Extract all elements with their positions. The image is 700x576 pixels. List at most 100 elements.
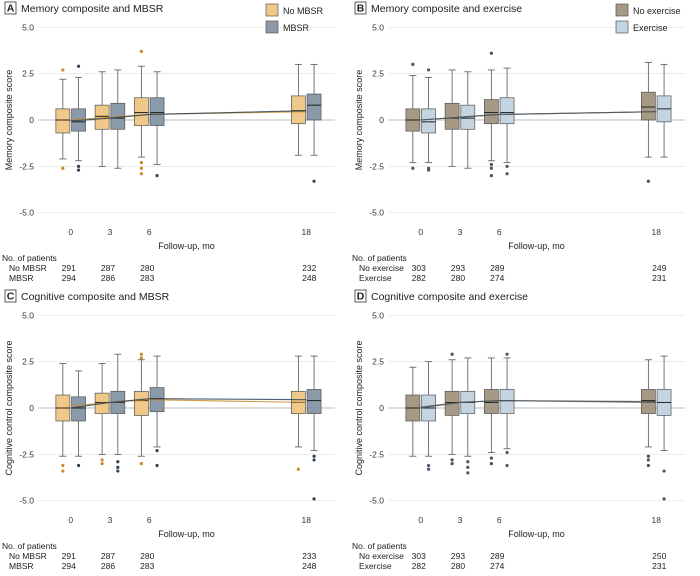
legend-label: MBSR — [283, 23, 310, 33]
outlier-point — [139, 172, 143, 176]
legend-label: No MBSR — [283, 6, 324, 16]
panel-letter: C — [7, 291, 15, 303]
x-tick-label: 3 — [458, 515, 463, 525]
outlier-point — [646, 458, 650, 462]
patients-count: 293 — [451, 551, 465, 561]
patients-count: 280 — [140, 263, 154, 273]
y-axis-label: Cognitive control composite score — [354, 340, 364, 475]
patients-header: No. of patients — [2, 253, 57, 263]
outlier-point — [139, 161, 143, 165]
outlier-point — [139, 49, 143, 53]
outlier-point — [61, 166, 65, 170]
panel-letter-badge — [354, 1, 367, 15]
patients-count: 283 — [140, 273, 154, 283]
outlier-point — [296, 467, 300, 471]
outlier-point — [76, 64, 81, 68]
x-tick-label: 6 — [147, 227, 152, 237]
box-plot — [460, 71, 476, 169]
y-tick-label: -2.5 — [369, 161, 384, 171]
box-plot — [94, 71, 110, 167]
outlier-point — [662, 469, 666, 473]
patients-count: 249 — [652, 263, 666, 273]
y-axis-label: Memory composite score — [354, 70, 364, 171]
patients-count: 232 — [302, 263, 316, 273]
outlier-point — [489, 51, 493, 55]
legend-swatch — [265, 3, 279, 17]
box-iqr — [55, 108, 71, 134]
panel-letter: B — [357, 3, 365, 15]
outlier-point — [100, 462, 104, 466]
box-iqr — [149, 97, 165, 126]
patients-count: 287 — [101, 551, 115, 561]
outlier-point — [312, 458, 316, 462]
outlier-point — [155, 449, 159, 453]
panel-title: Cognitive composite and MBSR — [21, 291, 170, 303]
legend-swatch — [615, 20, 629, 34]
patients-header: No. of patients — [2, 541, 57, 551]
patients-row-label: MBSR — [9, 273, 34, 283]
x-tick-label: 18 — [301, 515, 311, 525]
outlier-point — [61, 68, 65, 72]
patients-row-label: No MBSR — [9, 263, 47, 273]
y-tick-label: 2.5 — [22, 357, 34, 367]
outlier-point — [646, 463, 650, 468]
y-tick-label: -2.5 — [19, 449, 34, 459]
outlier-point — [155, 463, 159, 468]
patients-count: 280 — [451, 273, 465, 283]
x-tick-label: 0 — [418, 227, 423, 237]
x-axis-label: Follow-up, mo — [158, 529, 215, 539]
patients-count: 291 — [62, 263, 76, 273]
box-plot — [149, 355, 165, 468]
legend-swatch — [265, 20, 279, 34]
outlier-point — [139, 462, 143, 466]
x-tick-label: 0 — [418, 515, 423, 525]
panel-letter-badge — [4, 289, 17, 303]
patients-count: 274 — [490, 561, 504, 571]
outlier-point — [450, 458, 454, 462]
patients-count: 280 — [140, 551, 154, 561]
box-plot — [291, 355, 306, 471]
legend-label: Exercise — [633, 23, 668, 33]
panel-c: C Cognitive composite and MBSR -5.0 -2.5 0 2.… — [2, 289, 335, 571]
patients-count: 231 — [652, 561, 666, 571]
panel-letter-badge — [4, 1, 17, 15]
box-plot — [641, 359, 656, 468]
trend-line-treatment — [420, 400, 657, 409]
box-iqr — [306, 93, 322, 121]
patients-count: 286 — [101, 273, 115, 283]
patients-count: 250 — [652, 551, 666, 561]
y-tick-label: -2.5 — [19, 161, 34, 171]
panel-b: B Memory composite and exercise -5.0 -2.5 0 2… — [352, 1, 685, 283]
outlier-point — [505, 172, 509, 176]
x-tick-label: 6 — [497, 515, 502, 525]
patients-count: 289 — [490, 263, 504, 273]
outlier-point — [646, 179, 650, 183]
x-tick-label: 6 — [497, 227, 502, 237]
box-plot — [71, 370, 86, 468]
outlier-point — [61, 469, 65, 473]
y-tick-label: 2.5 — [22, 69, 34, 79]
outlier-point — [76, 168, 81, 172]
panel-a: A Memory composite and MBSR -5.0 -2.5 0 2.5 5.… — [2, 1, 335, 283]
box-iqr — [421, 108, 436, 134]
x-tick-label: 3 — [458, 227, 463, 237]
box-plot — [444, 69, 460, 167]
box-plot — [484, 51, 499, 178]
box-iqr — [499, 389, 515, 414]
outlier-point — [100, 458, 104, 462]
outlier-point — [61, 463, 65, 468]
outlier-point — [312, 179, 316, 183]
patients-row-label: No MBSR — [9, 551, 47, 561]
box-iqr — [641, 91, 656, 121]
y-tick-label: -5.0 — [369, 496, 384, 506]
x-tick-label: 6 — [147, 515, 152, 525]
outlier-point — [312, 497, 316, 501]
box-plot — [444, 352, 460, 466]
x-axis-label: Follow-up, mo — [508, 241, 565, 251]
trend-line-treatment — [70, 110, 307, 122]
y-axis-label: Memory composite score — [4, 70, 14, 171]
outlier-point — [505, 450, 509, 455]
box-plot — [499, 67, 515, 176]
y-tick-label: -2.5 — [369, 449, 384, 459]
trend-line-treatment — [420, 111, 657, 121]
